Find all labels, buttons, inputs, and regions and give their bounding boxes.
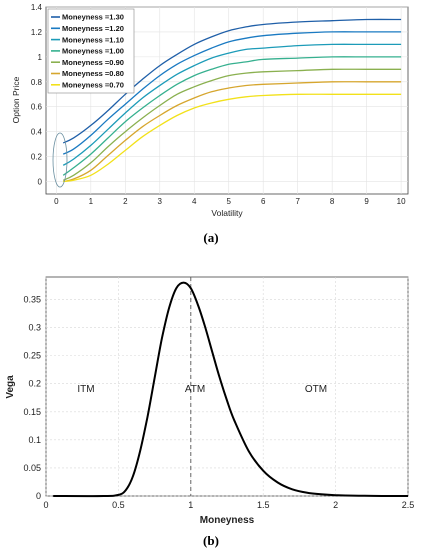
x-tick-label: 1.5 [257,500,270,510]
legend-entry: Moneyness =1.30 [62,13,124,22]
y-tick-label: 0.15 [23,407,41,417]
region-label-itm: ITM [77,384,94,395]
x-tick-label: 8 [330,197,335,206]
y-tick-label: 0.1 [28,435,41,445]
series-line [62,18,402,144]
x-tick-label: 1 [188,500,193,510]
x-tick-label: 0 [54,197,59,206]
y-axis-label-b: Vega [5,375,16,399]
series-lines-a [62,18,402,183]
x-tick-label: 0.5 [112,500,125,510]
y-tick-label: 0.6 [31,103,43,112]
y-tick-label: 0.25 [23,351,41,361]
ticks-a: 0 1 2 3 4 5 6 7 8 9 10 0 0.2 0.4 0.6 0.8 1 1.2 1.4 [31,3,406,206]
series-line [62,31,402,155]
series-line [62,56,402,176]
x-tick-label: 6 [261,197,266,206]
chart-b-vega-vs-moneyness: 0 0.5 1 1.5 2 2.5 0 0.05 0.1 0.15 0.2 0.25 0.3 0.35 I… [5,276,414,548]
x-tick-label: 5 [226,197,231,206]
legend-box [47,8,135,94]
highlight-ellipse [52,132,68,188]
legend-entry: Moneyness =1.20 [62,24,124,33]
series-line [63,81,402,183]
x-tick-label: 9 [364,197,369,206]
x-tick-label: 1 [89,197,94,206]
region-label-atm: ATM [185,384,205,395]
caption-a: (a) [203,230,218,245]
plot-area-b [45,276,409,497]
y-tick-label: 0.3 [28,323,41,333]
y-tick-label: 0.2 [28,379,41,389]
x-tick-label: 3 [158,197,163,206]
y-tick-label: 0.35 [23,294,41,304]
legend-entry: Moneyness =1.00 [62,47,124,56]
y-tick-label: 0 [36,491,41,501]
x-tick-label: 2.5 [402,500,415,510]
y-tick-label: 0 [38,178,43,187]
legend-entry: Moneyness =0.70 [62,81,124,90]
y-tick-label: 1.2 [31,28,43,37]
legend-entry: Moneyness =0.80 [62,69,124,78]
y-tick-label: 1 [38,53,43,62]
x-axis-label-b: Moneyness [200,515,255,526]
chart-a-option-price-vs-volatility: 0 1 2 3 4 5 6 7 8 9 10 0 0.2 0.4 0.6 0.8 1 1.2 1.4 Moneyne… [11,3,409,245]
legend-entry: Moneyness =1.10 [62,35,124,44]
legend-a: Moneyness =1.30 Moneyness =1.20 Moneyness … [47,8,135,94]
x-tick-label: 7 [295,197,300,206]
y-tick-label: 0.05 [23,463,41,473]
series-line [62,68,402,181]
y-tick-label: 0.4 [31,128,43,137]
grid-b [45,277,409,497]
x-tick-label: 0 [43,500,48,510]
y-tick-label: 0.8 [31,78,43,87]
y-tick-label: 0.2 [31,153,43,162]
region-labels: ITM ATM OTM [77,384,327,395]
y-axis-label-a: Option Price [11,76,21,123]
series-line [62,43,402,166]
x-axis-label-a: Volatility [211,208,243,218]
series-line [63,93,402,183]
series-lines-b [53,281,409,498]
x-tick-label: 10 [397,197,406,206]
vega-curve [53,281,409,498]
x-tick-label: 2 [123,197,128,206]
caption-b: (b) [203,533,219,548]
region-label-otm: OTM [305,384,327,395]
ticks-b: 0 0.5 1 1.5 2 2.5 0 0.05 0.1 0.15 0.2 0.25 0.3 0.35 [23,294,414,510]
legend-entry: Moneyness =0.90 [62,58,124,67]
x-tick-label: 4 [192,197,197,206]
x-tick-label: 2 [333,500,338,510]
y-tick-label: 1.4 [31,3,43,12]
